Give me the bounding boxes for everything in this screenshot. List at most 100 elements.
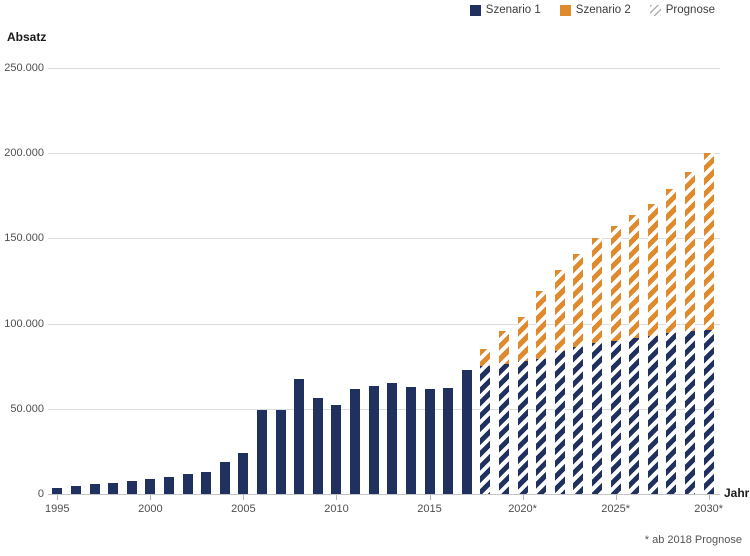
legend-swatch-szenario2 — [559, 4, 571, 16]
x-axis-tick-label: 2000 — [138, 503, 163, 515]
bar-2024 — [592, 238, 603, 494]
bar-2004 — [219, 461, 230, 494]
legend-item-prognose: Prognose — [649, 4, 715, 16]
bar-2023 — [573, 253, 584, 494]
bar-segment-szenario1 — [368, 385, 379, 494]
forecast-hatch-overlay — [703, 153, 714, 494]
bar-2016 — [443, 387, 454, 494]
bar-2027 — [647, 204, 658, 494]
y-axis-tick-label: 100.000 — [4, 317, 44, 330]
bar-segment-szenario1 — [294, 378, 305, 494]
y-axis-tick-label: 50.000 — [10, 402, 44, 415]
forecast-hatch-overlay — [666, 188, 677, 494]
gridline — [48, 68, 720, 69]
x-axis-tick-label: 2005 — [231, 503, 256, 515]
bar-2010 — [331, 404, 342, 494]
y-axis-tick-label: 150.000 — [4, 232, 44, 245]
y-axis-tick-label: 250.000 — [4, 62, 44, 74]
bar-2029 — [685, 171, 696, 494]
bar-1998 — [108, 482, 119, 494]
forecast-hatch-overlay — [573, 253, 584, 494]
bar-1996 — [70, 486, 81, 494]
bar-2025 — [610, 226, 621, 494]
gridline — [48, 238, 720, 240]
x-axis-tick — [615, 495, 617, 500]
bar-segment-szenario1 — [108, 482, 119, 494]
bar-segment-szenario1 — [52, 488, 63, 494]
legend-swatch-prognose — [649, 4, 661, 16]
y-axis-tick-label: 200.000 — [4, 147, 44, 160]
bar-2009 — [312, 397, 323, 494]
bar-2006 — [257, 409, 268, 494]
x-axis-tick-label: 2025* — [601, 503, 630, 515]
bar-segment-szenario1 — [350, 389, 361, 494]
legend-swatch-szenario1 — [469, 4, 481, 16]
x-axis-tick — [150, 495, 152, 500]
gridline — [48, 323, 720, 325]
y-axis-tick-label: 0 — [37, 488, 44, 500]
bar-2017 — [461, 369, 472, 494]
bar-segment-szenario1 — [182, 474, 193, 494]
legend-label-szenario1: Szenario 1 — [485, 4, 541, 16]
x-axis-tick-label: 2030* — [694, 503, 724, 515]
x-axis-tick-label: 2010 — [324, 503, 349, 515]
x-axis-tick — [57, 495, 59, 500]
forecast-hatch-overlay — [554, 269, 565, 494]
gridline — [48, 408, 720, 410]
bar-1999 — [126, 481, 137, 494]
bar-2001 — [163, 476, 174, 494]
legend-label-szenario2: Szenario 2 — [575, 4, 631, 16]
bar-segment-szenario1 — [275, 409, 286, 494]
bar-segment-szenario1 — [331, 404, 342, 494]
bar-2019 — [498, 331, 509, 494]
forecast-hatch-overlay — [610, 226, 621, 494]
bar-segment-szenario1 — [126, 481, 137, 494]
forecast-hatch-overlay — [498, 331, 509, 494]
bar-2007 — [275, 409, 286, 494]
x-axis-line — [48, 494, 720, 495]
x-axis-tick — [429, 495, 431, 500]
bar-segment-szenario1 — [424, 389, 435, 494]
bar-2030 — [703, 153, 714, 494]
bar-2022 — [554, 269, 565, 494]
bar-segment-szenario1 — [70, 486, 81, 494]
gridline — [48, 153, 720, 155]
bar-2014 — [405, 386, 416, 494]
bar-2026 — [629, 215, 640, 494]
x-axis-tick — [336, 495, 338, 500]
bar-segment-szenario1 — [461, 369, 472, 494]
bar-2018 — [480, 349, 491, 494]
bar-segment-szenario1 — [163, 476, 174, 494]
legend-item-szenario1: Szenario 1 — [469, 4, 541, 16]
bar-2011 — [350, 389, 361, 494]
footnote: * ab 2018 Prognose — [644, 534, 742, 546]
x-axis-tick-label: 2015 — [417, 503, 442, 515]
x-axis-title: Jahr — [724, 486, 750, 500]
bar-segment-szenario1 — [405, 386, 416, 494]
bar-segment-szenario1 — [145, 479, 156, 494]
forecast-hatch-overlay — [647, 204, 658, 494]
bar-2020 — [517, 316, 528, 494]
bar-2015 — [424, 389, 435, 494]
bar-segment-szenario1 — [443, 387, 454, 494]
legend-label-prognose: Prognose — [665, 4, 715, 16]
forecast-hatch-overlay — [685, 171, 696, 494]
bar-2000 — [145, 479, 156, 494]
bar-segment-szenario1 — [387, 383, 398, 494]
bar-2003 — [201, 472, 212, 494]
bar-1997 — [89, 484, 100, 494]
forecast-hatch-overlay — [629, 215, 640, 494]
bar-segment-szenario1 — [89, 484, 100, 494]
bar-2028 — [666, 188, 677, 494]
bar-segment-szenario1 — [238, 453, 249, 494]
bar-2021 — [536, 291, 547, 494]
forecast-hatch-overlay — [480, 349, 491, 494]
forecast-hatch-overlay — [517, 316, 528, 494]
bar-1995 — [52, 488, 63, 494]
bar-2002 — [182, 474, 193, 494]
x-axis-tick — [522, 495, 524, 500]
bar-2008 — [294, 378, 305, 494]
bar-2013 — [387, 383, 398, 494]
bar-2012 — [368, 385, 379, 494]
bar-segment-szenario1 — [201, 472, 212, 494]
